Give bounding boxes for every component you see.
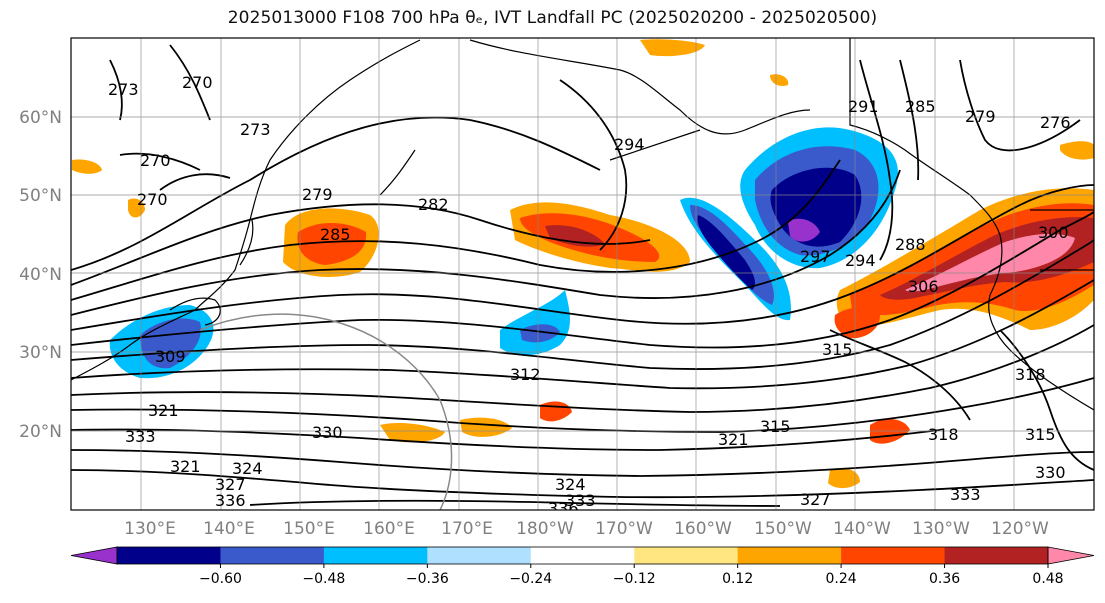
contour-label: 273	[240, 120, 271, 139]
colorbar-tick-label: 0.12	[722, 571, 753, 587]
lat-labels: 60°N 50°N 40°N 30°N 20°N	[19, 108, 62, 442]
contour-label: 300	[1038, 223, 1069, 242]
colorbar-cells	[70, 546, 1095, 565]
contour-label: 306	[908, 277, 939, 296]
contour-label: 279	[302, 185, 333, 204]
contour-label: 270	[140, 151, 171, 170]
colorbar-cell	[117, 547, 221, 564]
contour-label: 285	[320, 225, 351, 244]
colorbar-tick-label: −0.60	[199, 571, 242, 587]
contour-label: 309	[155, 347, 186, 366]
contour-label: 318	[928, 425, 959, 444]
contour-label: 315	[760, 417, 791, 436]
lon-labels: 130°E 140°E 150°E 160°E 170°E 180°W 170°…	[124, 519, 1049, 539]
contour-label: 291	[848, 97, 879, 116]
contour-label: 324	[232, 459, 263, 478]
gridlines	[71, 38, 1094, 510]
lat-label: 50°N	[19, 186, 62, 206]
colorbar-cell	[220, 547, 325, 564]
contour-label: 333	[565, 491, 596, 510]
lon-label: 140°W	[833, 519, 891, 539]
lat-label: 30°N	[19, 343, 62, 363]
colorbar-extend-low	[70, 546, 118, 565]
contour-label: 321	[718, 430, 749, 449]
lat-label: 40°N	[19, 265, 62, 285]
contour-label: 336	[548, 499, 579, 518]
colorbar-border	[116, 546, 1049, 565]
lon-label: 180°W	[516, 519, 574, 539]
contour-label: 270	[182, 73, 213, 92]
contour-label: 315	[1025, 425, 1056, 444]
contour-label: 312	[510, 365, 541, 384]
contour-label: 318	[1015, 365, 1046, 384]
colorbar-cell	[530, 547, 635, 564]
colorbar-tick-label: −0.36	[406, 571, 449, 587]
colorbar-tick-label: 0.24	[826, 571, 857, 587]
lon-label: 120°W	[991, 519, 1049, 539]
shaded-field	[72, 39, 1094, 489]
colorbar-tick-label: 0.48	[1032, 571, 1063, 587]
lon-label: 150°E	[283, 519, 335, 539]
contour-label: 270	[137, 190, 168, 209]
coastlines	[71, 38, 1094, 411]
contour-label: 336	[215, 491, 246, 510]
colorbar-cell	[737, 547, 842, 564]
colorbar-tick-label: −0.48	[302, 571, 345, 587]
region-circle	[199, 313, 453, 510]
contour-label: 330	[1035, 463, 1066, 482]
contour-label: 315	[822, 340, 853, 359]
map-frame	[70, 37, 1095, 511]
contour-label: 321	[170, 457, 201, 476]
contour-label: 321	[148, 401, 179, 420]
contour-label: 333	[125, 427, 156, 446]
contour-label: 333	[950, 485, 981, 504]
lon-label: 160°E	[363, 519, 415, 539]
lon-label: 130°E	[124, 519, 176, 539]
contour-label: 288	[895, 235, 926, 254]
lon-label: 130°W	[912, 519, 970, 539]
colorbar: −0.60 −0.48 −0.36 −0.24 −0.12 0.12 0.24 0.36 0.4…	[70, 546, 1095, 587]
contour-label: 279	[965, 107, 996, 126]
contour-label: 294	[845, 251, 876, 270]
colorbar-ticks: −0.60 −0.48 −0.36 −0.24 −0.12 0.12 0.24 0.36 0.4…	[199, 564, 1064, 587]
contour-labels: 273 270 270 270 273 279 282 285 294 291 …	[108, 73, 1071, 518]
colorbar-cell	[841, 547, 946, 564]
colorbar-cell	[323, 547, 428, 564]
contour-label: 324	[555, 475, 586, 494]
colorbar-cell	[944, 547, 1049, 564]
lon-label: 150°W	[754, 519, 812, 539]
contour-label: 273	[108, 80, 139, 99]
contour-label: 285	[905, 97, 936, 116]
lat-label: 20°N	[19, 422, 62, 442]
lon-label: 170°W	[595, 519, 653, 539]
colorbar-tick-label: −0.12	[613, 571, 656, 587]
colorbar-cell	[427, 547, 532, 564]
contour-label: 327	[800, 490, 831, 509]
colorbar-cell	[634, 547, 739, 564]
map-title: 2025013000 F108 700 hPa θₑ, IVT Landfall…	[227, 8, 878, 28]
lon-label: 160°W	[674, 519, 732, 539]
contour-label: 282	[418, 195, 449, 214]
lon-label: 170°E	[441, 519, 493, 539]
contour-label: 330	[312, 423, 343, 442]
contour-label: 297	[800, 247, 831, 266]
lon-label: 140°E	[203, 519, 255, 539]
colorbar-tick-label: 0.36	[929, 571, 960, 587]
contour-label: 327	[215, 475, 246, 494]
colorbar-extend-high	[1047, 546, 1095, 565]
contour-label: 294	[614, 135, 645, 154]
lat-label: 60°N	[19, 108, 62, 128]
contour-label: 276	[1040, 113, 1071, 132]
colorbar-tick-label: −0.24	[509, 571, 552, 587]
